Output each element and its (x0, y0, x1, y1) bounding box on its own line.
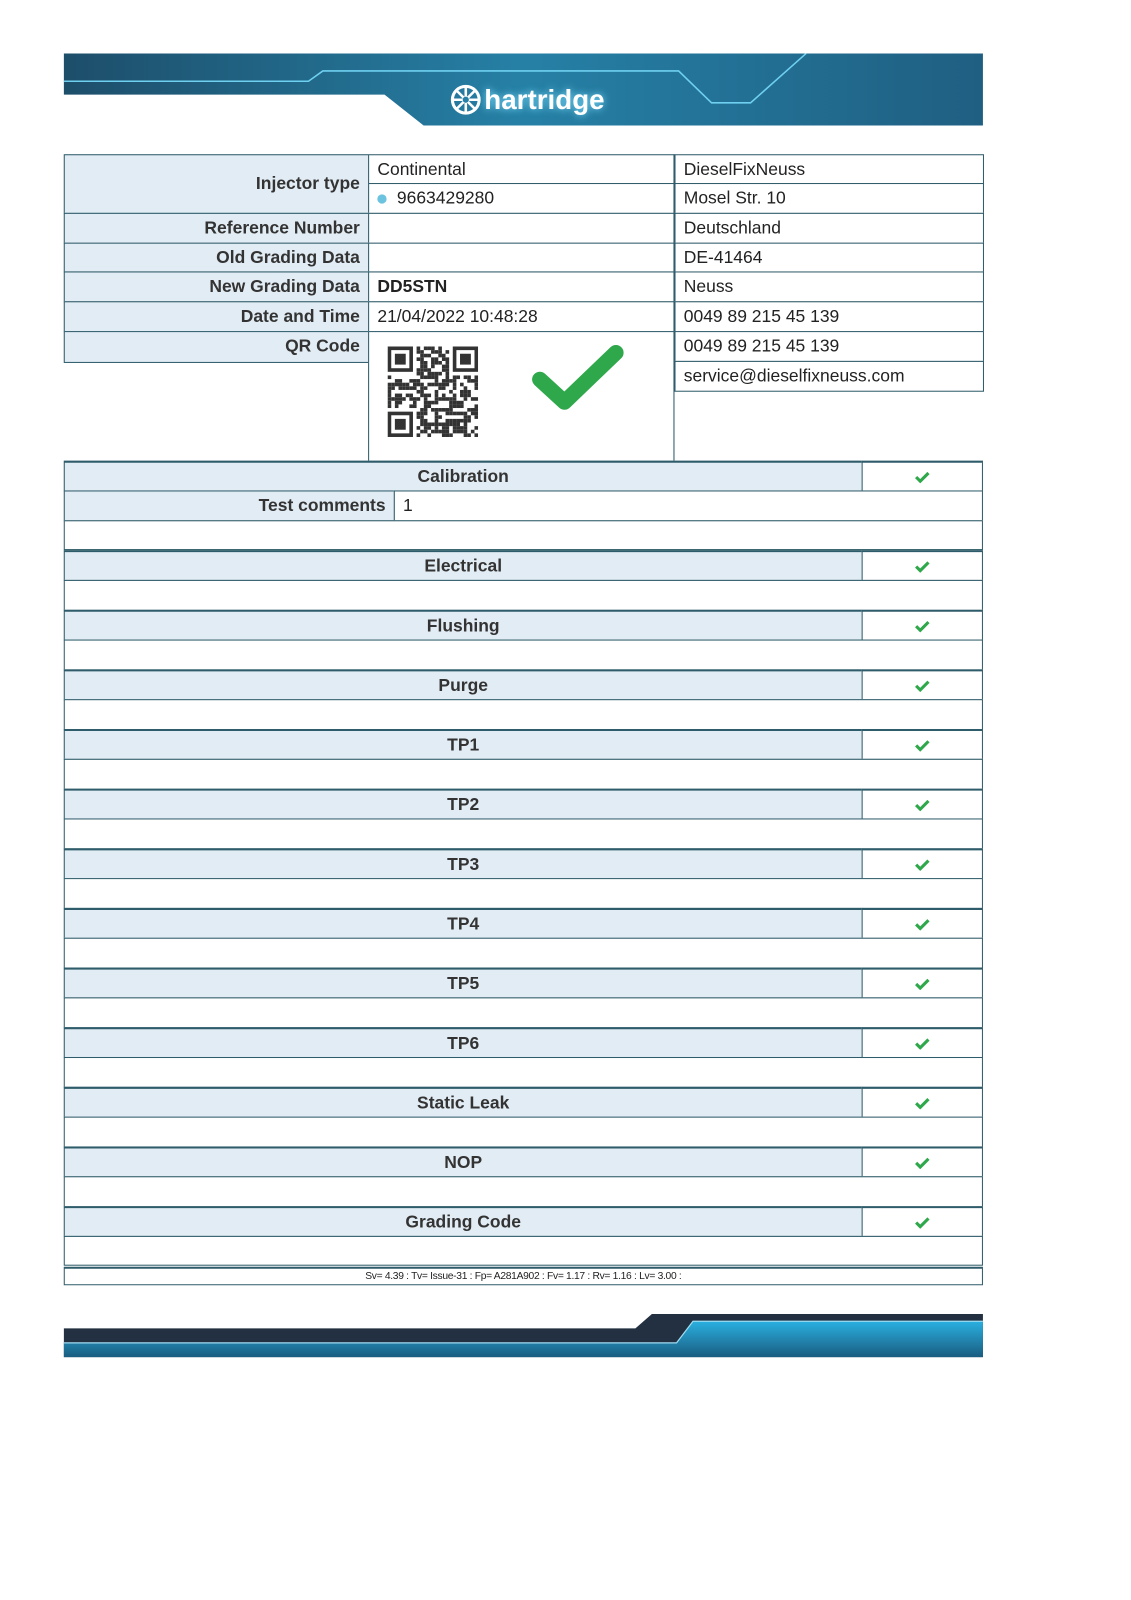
injector-number-text: 9663429280 (396, 188, 495, 208)
section-details (63, 579, 983, 611)
section-status (861, 1086, 983, 1118)
section-status (861, 848, 983, 880)
calibration-status (861, 460, 983, 492)
reference-number-value (368, 212, 675, 244)
new-grading-value: DD5STN (368, 271, 675, 303)
section-details (63, 878, 983, 909)
date-time-value: 21/04/2022 10:48:28 (368, 301, 675, 333)
new-grading-label: New Grading Data (63, 271, 370, 303)
check-icon (915, 740, 930, 752)
section-status (861, 550, 983, 581)
company-block: DieselFixNeuss Mosel Str. 10 Deutschland DE… (673, 154, 984, 462)
calibration-details (63, 520, 983, 551)
version-info: Sv= 4.39 : Tv= Issue-31 : Fp= A281A902 :… (63, 1266, 983, 1286)
check-icon (915, 1157, 930, 1170)
check-icon (915, 471, 930, 484)
section-status (861, 609, 983, 641)
company-line: Neuss (674, 271, 984, 303)
injector-type-label: Injector type (63, 154, 370, 214)
check-icon (915, 680, 930, 693)
qr-cell (368, 331, 675, 462)
check-icon (915, 919, 930, 931)
section-header: TP3 (63, 848, 863, 880)
section-details (63, 1176, 983, 1208)
check-icon (915, 561, 930, 573)
section-status (861, 728, 983, 760)
qr-code-label: QR Code (63, 331, 370, 363)
check-icon (915, 1038, 930, 1050)
section-details (63, 1056, 983, 1088)
section-details (63, 639, 983, 671)
header-banner (63, 53, 983, 126)
old-grading-label: Old Grading Data (63, 242, 370, 273)
section-header: Grading Code (63, 1206, 863, 1237)
section-header: Purge (63, 669, 863, 701)
section-status (861, 1027, 983, 1059)
section-header: Electrical (63, 550, 863, 581)
reference-number-label: Reference Number (63, 212, 370, 244)
section-details (63, 699, 983, 731)
check-icon (915, 1098, 930, 1110)
section-status (861, 669, 983, 701)
calibration-header: Calibration (63, 460, 863, 492)
section-status (861, 907, 983, 939)
test-comments-value: 1 (393, 490, 983, 522)
section-header: Static Leak (63, 1086, 863, 1118)
check-icon (915, 799, 930, 812)
section-status (861, 1146, 983, 1178)
old-grading-value (368, 242, 675, 273)
section-details (63, 1116, 983, 1148)
section-header: NOP (63, 1146, 863, 1178)
date-time-label: Date and Time (63, 301, 370, 333)
section-header: TP2 (63, 788, 863, 820)
section-header: TP5 (63, 967, 863, 999)
company-line: 0049 89 215 45 139 (674, 331, 984, 362)
company-line: DE-41464 (674, 242, 984, 274)
logo-text: hartridge (484, 83, 605, 115)
company-line: Mosel Str. 10 (674, 183, 984, 214)
company-line: 0049 89 215 45 139 (674, 301, 984, 333)
section-header: TP1 (63, 728, 863, 760)
section-details (63, 758, 983, 790)
company-line: Deutschland (674, 212, 984, 244)
section-details (63, 937, 983, 969)
wheel-icon (450, 84, 481, 115)
pass-checkmark-icon (532, 344, 624, 410)
company-line: DieselFixNeuss (674, 154, 984, 186)
section-status (861, 967, 983, 999)
footer-banner (63, 1314, 983, 1358)
injector-number: 9663429280 (368, 183, 675, 214)
check-icon (915, 620, 930, 633)
injector-type-value: Continental (368, 154, 675, 185)
test-comments-label: Test comments (63, 490, 395, 522)
section-details (63, 997, 983, 1029)
section-details (63, 818, 983, 850)
company-line: service@dieselfixneuss.com (674, 360, 984, 392)
check-icon (915, 978, 930, 991)
section-details (63, 1235, 983, 1266)
section-status (861, 1206, 983, 1237)
section-status (861, 788, 983, 820)
check-icon (915, 859, 930, 872)
section-header: Flushing (63, 609, 863, 641)
section-header: TP6 (63, 1027, 863, 1059)
qr-code (387, 346, 479, 437)
hartridge-logo: hartridge (450, 82, 605, 117)
check-icon (915, 1217, 930, 1229)
section-header: TP4 (63, 907, 863, 939)
injector-dot-icon (377, 194, 387, 204)
